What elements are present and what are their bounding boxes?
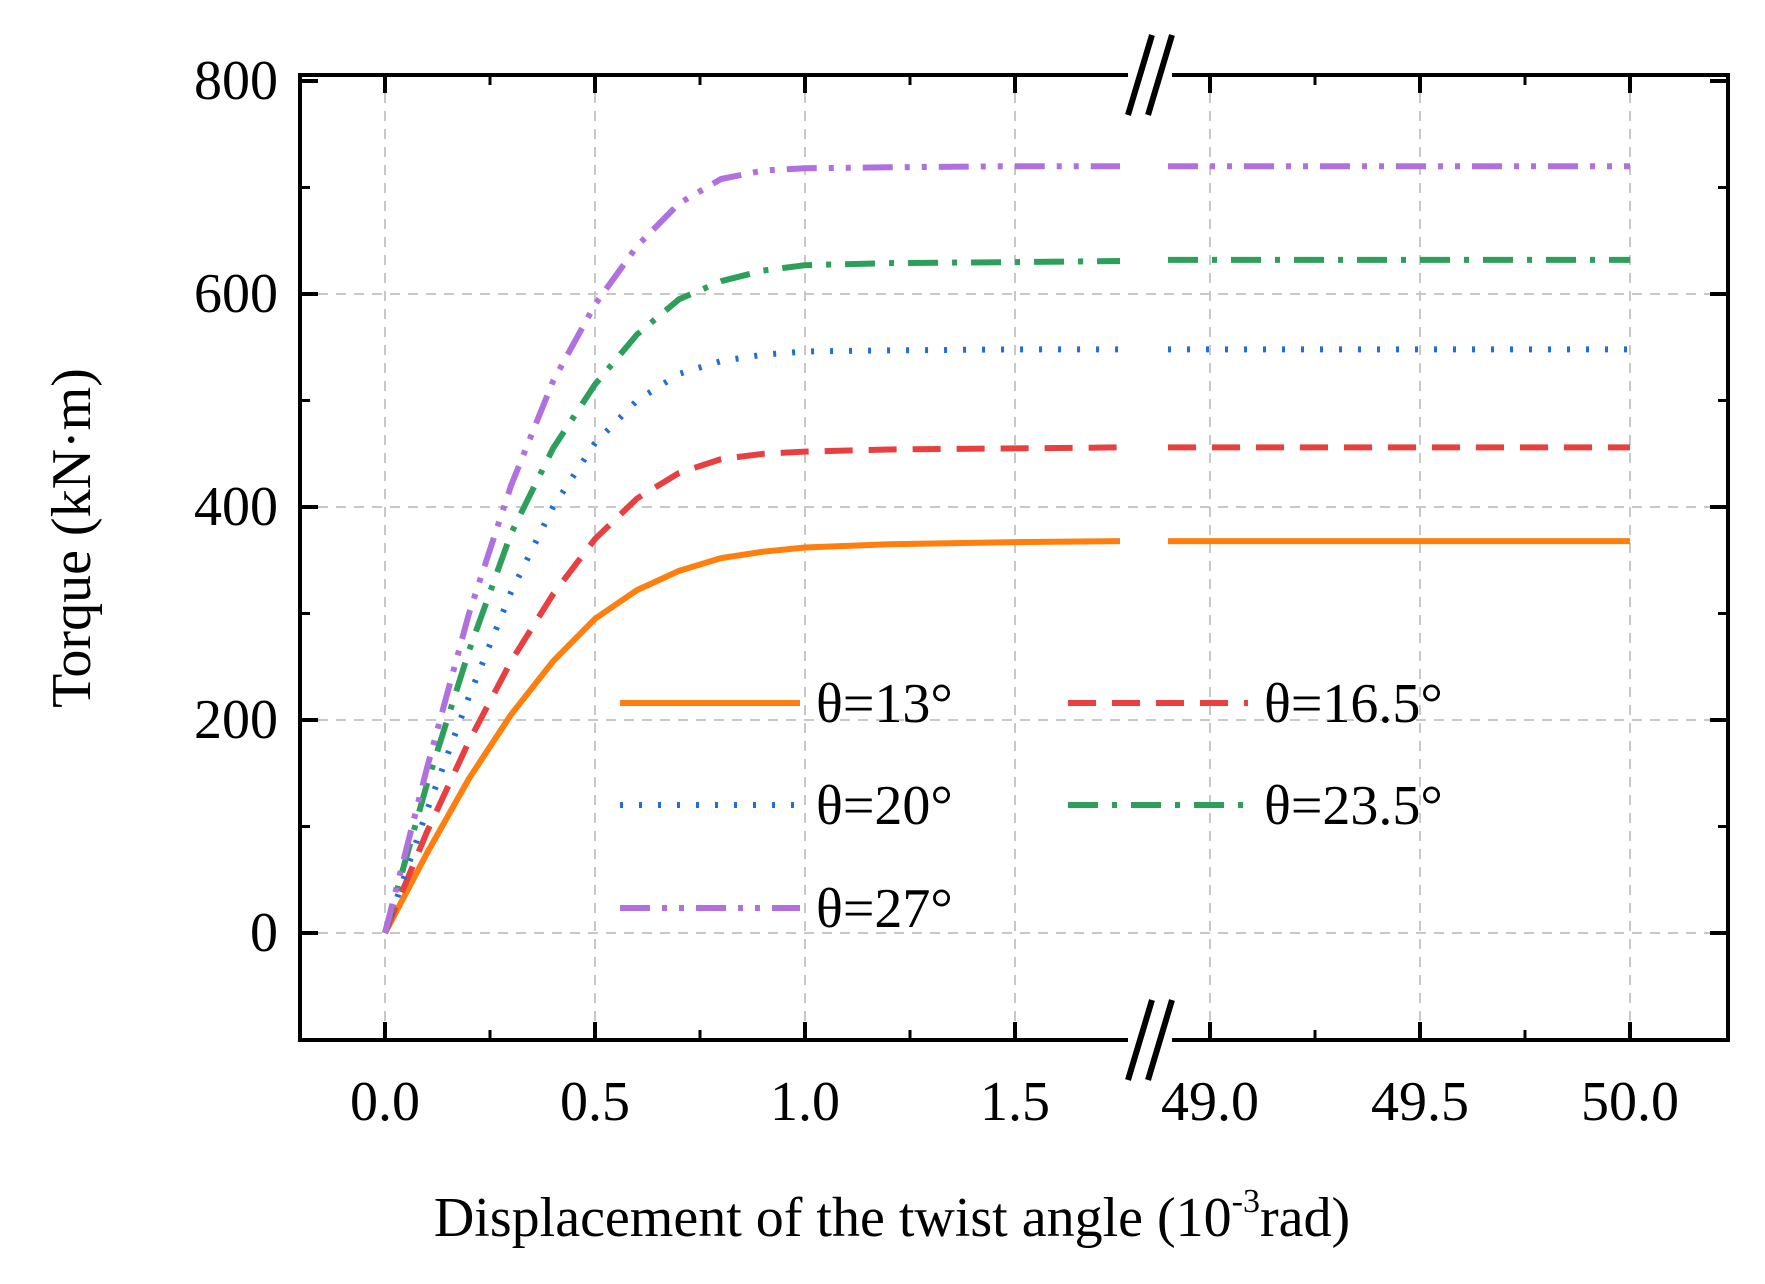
legend-label-1: θ=13° — [816, 673, 953, 735]
top-break-gap — [1128, 69, 1172, 81]
legend-label-4: θ=23.5° — [1264, 775, 1443, 837]
series-lines — [382, 163, 1630, 935]
grid — [300, 75, 1728, 1040]
x-axis-title-exponent: -3 — [1232, 1183, 1260, 1220]
bottom-break-gap — [1128, 1034, 1172, 1046]
series-line-left-2 — [382, 444, 1121, 935]
axis-break-slash — [1125, 34, 1155, 116]
axis-ticks — [300, 75, 1728, 1041]
x-tick-label: 49.0 — [1161, 1071, 1259, 1133]
x-tick-label: 0.5 — [560, 1071, 630, 1133]
series-line-left-5 — [382, 163, 1120, 934]
tick-labels: 0 200 400 600 800 0.0 0.5 1.0 1.5 49.0 49.5 50.0 — [194, 50, 1679, 1133]
y-tick-label: 600 — [194, 263, 278, 325]
y-tick-label: 800 — [194, 50, 278, 112]
y-tick-label: 0 — [250, 902, 278, 964]
legend-label-5: θ=27° — [816, 878, 953, 940]
series-line-left-3 — [382, 346, 1120, 934]
axis-break-slash — [1145, 34, 1175, 116]
x-tick-label: 1.0 — [770, 1071, 840, 1133]
plot-frame — [298, 69, 1730, 1046]
x-axis-title-main: Displacement of the twist angle (10 — [434, 1187, 1232, 1249]
y-axis-title: Torque (kN·m) — [41, 368, 103, 708]
x-tick-label: 50.0 — [1581, 1071, 1679, 1133]
axis-break-slash — [1125, 999, 1155, 1081]
y-tick-label: 200 — [194, 689, 278, 751]
axis-break-marks — [1125, 34, 1175, 1081]
x-tick-label: 1.5 — [980, 1071, 1050, 1133]
axis-break-slash — [1145, 999, 1175, 1081]
legend-label-2: θ=16.5° — [1264, 673, 1443, 735]
series-line-left-1 — [382, 538, 1121, 935]
x-tick-label: 49.5 — [1371, 1071, 1469, 1133]
series-line-left-4 — [382, 258, 1121, 934]
x-axis-title: Displacement of the twist angle (10-3rad… — [434, 1183, 1350, 1249]
x-tick-label: 0.0 — [350, 1071, 420, 1133]
legend: θ=13° θ=16.5° θ=20° θ=23.5° θ=27° — [620, 673, 1443, 940]
y-tick-label: 400 — [194, 476, 278, 538]
x-axis-title-unit: rad) — [1260, 1187, 1350, 1249]
legend-label-3: θ=20° — [816, 775, 953, 837]
